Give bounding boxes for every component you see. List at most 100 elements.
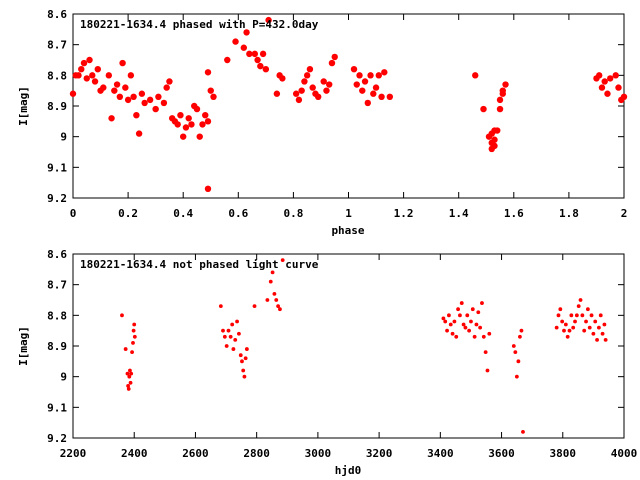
phased-data-point [596,72,603,79]
phased-data-point [116,93,124,101]
phased-data-point [86,56,93,64]
phased-x-tick-label: 1.2 [394,207,414,220]
phased-data-point [615,84,622,91]
unphased-data-point [472,334,477,339]
unphased-data-point [276,304,280,309]
phased-data-point [601,78,608,85]
unphased-data-point [127,374,132,379]
unphased-data-point [243,356,248,361]
phased-data-point [604,90,611,97]
unphased-data-point [589,313,594,318]
phased-data-point [480,105,487,113]
unphased-data-point [443,319,448,324]
phased-data-point [273,90,281,97]
unphased-x-tick-label: 4000 [611,447,638,460]
unphased-data-point [129,371,134,376]
unphased-points [120,258,608,434]
unphased-data-point [567,328,572,333]
unphased-data-point [278,307,282,312]
phased-data-point [155,93,162,101]
phased-data-point [257,62,264,70]
unphased-data-point [554,325,559,330]
unphased-data-point [571,325,576,330]
phased-data-point [353,81,360,88]
unphased-y-tick-label: 8.9 [47,340,67,353]
phased-data-point [309,84,316,91]
phased-panel: 8.6 8.7 8.8 8.9 9 9.1 9.2 0 0.2 0.4 0.6 0.8 1 1.2 1.4… [17,8,627,237]
unphased-x-tick-label: 2800 [243,447,270,460]
unphased-data-point [478,325,483,330]
phased-data-point [111,87,118,94]
unphased-data-point [461,322,466,327]
phased-data-point [196,133,203,140]
unphased-data-point [131,341,135,345]
phased-data-point [375,72,383,79]
unphased-data-point [487,331,492,336]
phased-data-point [135,130,143,137]
unphased-data-point [222,334,227,339]
phased-data-point [177,112,184,119]
unphased-x-tick-label: 2400 [121,447,148,460]
unphased-data-point [270,270,275,275]
phased-data-point [612,72,619,79]
phased-data-point [494,127,501,134]
phased-data-point [146,96,154,104]
phased-data-point [166,78,173,85]
phased-y-axis-label: I[mag] [17,86,30,126]
phased-data-point [326,81,333,88]
phased-data-point [141,99,148,107]
unphased-data-point [132,322,137,327]
phased-x-tick-label: 0 [70,207,77,220]
phased-data-point [204,69,212,76]
unphased-chart-title: 180221-1634.4 not phased light curve [80,258,319,271]
unphased-data-point [578,298,583,302]
phased-data-point [298,87,305,94]
unphased-data-point [458,313,462,318]
unphased-data-point [602,322,607,327]
unphased-data-point [120,313,124,318]
phased-data-point [381,69,388,76]
phased-data-point [204,118,212,125]
phased-data-point [323,87,330,94]
unphased-data-point [556,313,561,318]
unphased-data-point [582,328,587,333]
phased-data-point [202,112,209,119]
phased-data-point [130,93,137,101]
unphased-data-point [235,319,239,324]
phased-x-tick-label: 0.2 [118,207,138,220]
phased-chart-title: 180221-1634.4 phased with P=432.0day [80,18,319,31]
unphased-data-point [452,319,457,324]
phased-data-point [78,66,85,73]
phased-data-point [91,78,99,85]
phased-data-point [279,75,286,82]
unphased-data-point [224,344,229,348]
phased-data-point [180,133,187,140]
phased-data-point [314,93,322,101]
unphased-data-point [514,374,519,379]
phased-data-point [185,115,192,122]
unphased-data-point [463,325,468,330]
phased-data-point [80,59,88,67]
unphased-y-tick-label: 8.7 [47,279,67,292]
unphased-data-point [467,328,472,333]
phased-data-point [204,185,212,192]
unphased-data-point [240,359,244,364]
unphased-data-point [595,337,599,342]
phased-x-ticks: 0 0.2 0.4 0.6 0.8 1 1.2 1.4 1.6 1.8 2 [70,14,627,220]
unphased-data-point [226,328,231,333]
phased-data-point [496,96,504,104]
phased-data-point [124,96,132,104]
phased-data-point [378,93,385,101]
unphased-data-point [485,368,490,373]
phased-data-point [472,72,479,79]
unphased-data-point [573,319,577,324]
phased-data-point [306,66,314,73]
phased-data-point [75,72,82,79]
unphased-data-point [448,322,453,327]
phased-data-point [69,90,77,97]
unphased-y-tick-label: 8.8 [47,309,67,322]
phased-data-point [292,90,300,97]
unphased-data-point [441,316,446,321]
unphased-x-tick-label: 3400 [427,447,454,460]
phased-data-point [265,16,272,24]
